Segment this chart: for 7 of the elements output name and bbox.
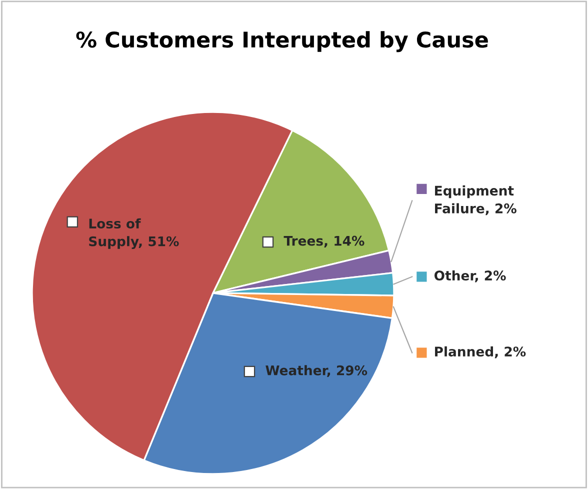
- slice-label: Weather, 29%: [266, 365, 368, 378]
- legend-label: Planned, 2%: [435, 346, 526, 358]
- legend-label: Equipment Failure, 2%: [435, 185, 516, 216]
- chart-title: % Customers Interupted by Cause: [76, 31, 488, 52]
- slice-label: Trees, 14%: [284, 236, 364, 248]
- slice-label: Loss of Supply, 51%: [89, 218, 179, 249]
- legend-label: Other, 2%: [434, 270, 506, 282]
